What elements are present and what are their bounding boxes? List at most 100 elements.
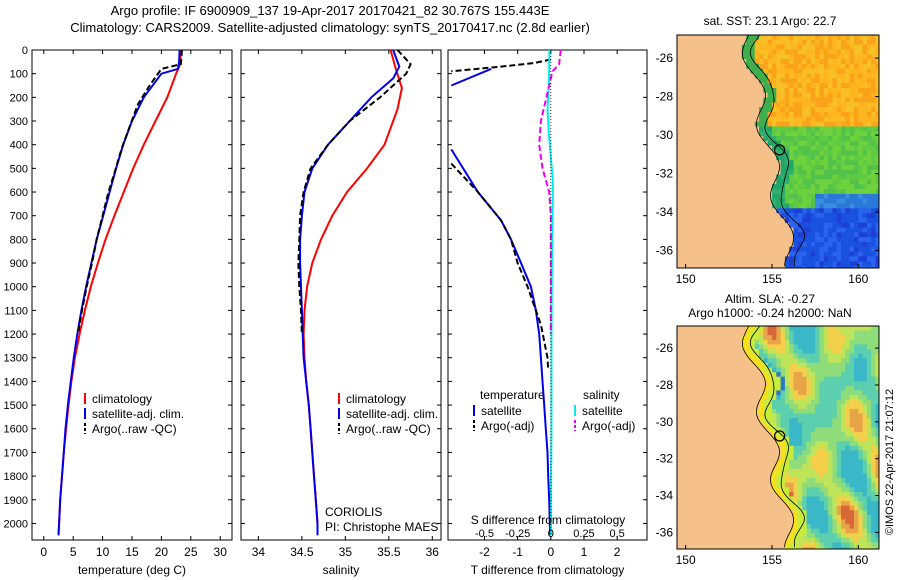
map-cell (689, 473, 695, 479)
map-cell (866, 455, 872, 461)
map-cell (836, 140, 842, 147)
map-cell (854, 112, 859, 118)
map-cell (849, 54, 855, 60)
map-cell (819, 174, 825, 180)
map-cell (715, 436, 721, 442)
map-cell (828, 468, 833, 474)
map-cell (772, 487, 777, 493)
map-cell (681, 131, 687, 137)
x-tick-label: 20 (155, 545, 169, 559)
map-cell (698, 242, 704, 248)
map-cell (733, 353, 738, 359)
map-cell (797, 136, 803, 142)
map-cell (689, 150, 695, 156)
map-cell (689, 102, 695, 108)
map-cell (845, 222, 851, 229)
map-cell (823, 413, 829, 419)
map-cell (806, 441, 812, 447)
map-cell (845, 126, 851, 132)
map-cell (806, 63, 812, 70)
map-cell (728, 436, 734, 442)
map-cell (724, 413, 730, 419)
map-cell (815, 54, 820, 60)
map-cell (802, 102, 808, 108)
map-cell (733, 102, 738, 108)
map-cell (849, 358, 855, 364)
map-cell (854, 73, 859, 79)
map-cell (759, 376, 764, 382)
map-cell (866, 519, 872, 525)
map-cell (724, 524, 730, 530)
map-cell (767, 198, 773, 205)
map-cell (836, 189, 842, 195)
map-cell (754, 395, 760, 401)
map-cell (720, 445, 726, 451)
map-cell (866, 413, 872, 419)
map-cell (681, 376, 687, 382)
map-cell (858, 59, 864, 65)
map-cell (845, 519, 851, 525)
map-cell (815, 97, 820, 103)
map-cell (875, 478, 879, 484)
map-cell (858, 537, 864, 544)
map-cell (810, 208, 816, 214)
map-cell (715, 126, 721, 132)
map-cell (815, 227, 820, 233)
map-cell (694, 203, 700, 209)
map-cell (823, 39, 829, 46)
map-cell (728, 251, 734, 257)
map-cell (746, 381, 751, 387)
map-cell (828, 83, 833, 89)
x-tick-label: 5 (70, 545, 77, 559)
map-cell (789, 418, 795, 424)
map-cell (780, 510, 786, 516)
map-cell (724, 140, 730, 147)
map-cell (828, 44, 833, 50)
map-cell (715, 533, 721, 539)
map-cell (828, 203, 833, 209)
map-cell (711, 59, 717, 65)
map-cell (720, 335, 726, 341)
map-cell (780, 107, 786, 113)
map-cell (866, 335, 872, 341)
map-cell (815, 174, 820, 180)
map-cell (689, 126, 695, 132)
map-cell (841, 478, 846, 484)
map-cell (871, 136, 877, 142)
map-cell (875, 193, 879, 200)
map-cell (832, 102, 838, 108)
map-cell (677, 349, 682, 355)
map-cell (854, 510, 859, 516)
map-cell (793, 140, 799, 147)
map-cell (715, 227, 721, 233)
map-cell (780, 131, 786, 137)
map-cell (694, 408, 700, 415)
map-cell (784, 455, 790, 461)
map-cell (767, 455, 773, 461)
map-cell (746, 35, 751, 41)
map-cell (720, 165, 726, 171)
map-cell (754, 432, 760, 438)
map-cell (875, 413, 879, 419)
map-cell (694, 140, 700, 147)
map-cell (685, 408, 691, 415)
map-cell (733, 68, 738, 75)
map-cell (862, 150, 868, 156)
map-cell (858, 242, 864, 248)
map-cell (746, 266, 751, 268)
map-cell (677, 501, 682, 507)
map-cell (728, 372, 734, 378)
map-cell (776, 121, 782, 128)
map-cell (702, 179, 708, 185)
map-cell (866, 478, 872, 484)
map-cell (720, 54, 726, 60)
map-cell (806, 251, 812, 257)
map-cell (750, 524, 756, 530)
map-cell (763, 59, 769, 65)
map-cell (772, 468, 777, 474)
map-cell (875, 399, 879, 405)
y-tick-label: -36 (656, 244, 674, 258)
map-cell (694, 381, 700, 387)
map-cell (689, 468, 695, 474)
map-cell (862, 418, 868, 424)
